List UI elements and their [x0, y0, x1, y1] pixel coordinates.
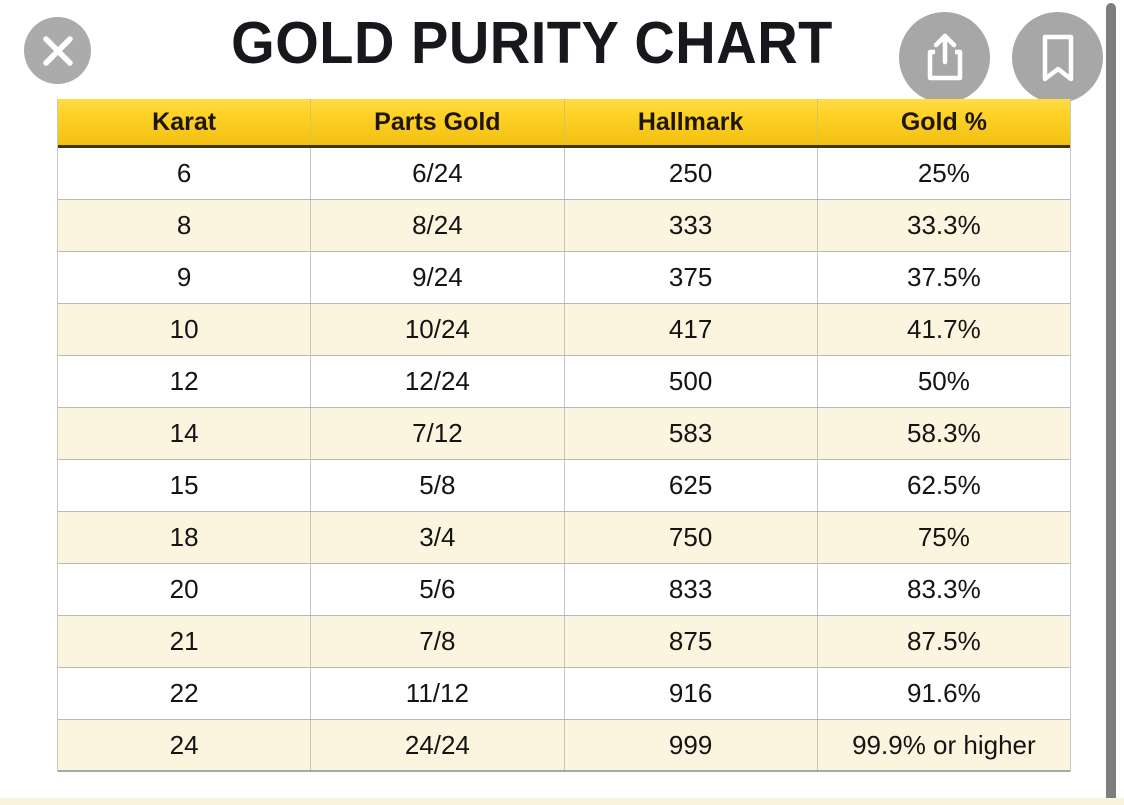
table-cell: 375 [565, 252, 818, 303]
table-cell: 21 [58, 616, 312, 667]
table-cell: 6 [58, 148, 312, 199]
table-cell: 7/8 [311, 616, 565, 667]
table-row: 24 24/24 999 99.9% or higher [58, 720, 1070, 772]
table-cell: 833 [565, 564, 818, 615]
table-cell: 14 [58, 408, 312, 459]
table-cell: 8/24 [311, 200, 565, 251]
table-row: 22 11/12 916 91.6% [58, 668, 1070, 720]
table-cell: 41.7% [907, 314, 981, 344]
table-cell: 99.9% or higher [852, 729, 1036, 760]
table-row: 14 7/12 583 58.3% [58, 408, 1070, 460]
table-row: 6 6/24 250 25% [58, 148, 1070, 200]
table-cell: 7/12 [311, 408, 565, 459]
column-header-parts-gold: Parts Gold [311, 99, 565, 145]
table-cell: 50% [917, 366, 970, 396]
table-cell: 37.5% [907, 262, 981, 292]
table-cell: 11/12 [311, 668, 565, 719]
table-row: 9 9/24 375 37.5% [58, 252, 1070, 304]
table-cell: 250 [565, 148, 818, 199]
table-cell: 333 [565, 200, 818, 251]
table-header-row: Karat Parts Gold Hallmark Gold % [58, 99, 1070, 148]
bookmark-icon [1038, 33, 1078, 83]
table-cell: 9 [58, 252, 312, 303]
table-row: 15 5/8 625 62.5% [58, 460, 1070, 512]
table-cell: 999 [565, 720, 818, 770]
table-cell: 8 [58, 200, 312, 251]
share-button[interactable] [899, 12, 990, 103]
gold-purity-table: Karat Parts Gold Hallmark Gold % 6 6/24 25… [57, 99, 1071, 772]
table-cell: 12/24 [311, 356, 565, 407]
table-cell: 33.3% [907, 210, 981, 240]
table-cell: 22 [58, 668, 312, 719]
table-cell: 5/6 [311, 564, 565, 615]
bookmark-button[interactable] [1012, 12, 1103, 103]
page-title: GOLD PURITY CHART [231, 9, 833, 76]
table-row: 18 3/4 750 75% [58, 512, 1070, 564]
table-cell: 10 [58, 304, 312, 355]
close-icon [40, 33, 76, 69]
table-row: 20 5/6 833 83.3% [58, 564, 1070, 616]
table-cell: 916 [565, 668, 818, 719]
table-cell: 3/4 [311, 512, 565, 563]
table-cell: 875 [565, 616, 818, 667]
table-cell: 500 [565, 356, 818, 407]
table-cell: 62.5% [907, 470, 981, 500]
table-cell: 20 [58, 564, 312, 615]
table-cell: 12 [58, 356, 312, 407]
table-row: 12 12/24 500 50% [58, 356, 1070, 408]
table-cell: 750 [565, 512, 818, 563]
table-cell: 24 [58, 720, 312, 770]
table-cell: 18 [58, 512, 312, 563]
table-row: 21 7/8 875 87.5% [58, 616, 1070, 668]
table-cell: 75% [917, 522, 970, 552]
column-header-hallmark: Hallmark [565, 99, 818, 145]
table-cell: 24/24 [311, 720, 565, 770]
table-row: 8 8/24 333 33.3% [58, 200, 1070, 252]
table-cell: 417 [565, 304, 818, 355]
table-cell: 83.3% [907, 574, 981, 604]
scrollbar[interactable] [1106, 3, 1116, 805]
table-cell: 5/8 [311, 460, 565, 511]
table-cell: 91.6% [907, 678, 981, 708]
column-header-karat: Karat [58, 99, 312, 145]
table-cell: 15 [58, 460, 312, 511]
close-button[interactable] [24, 17, 91, 84]
bottom-edge-strip [0, 798, 1124, 805]
table-cell: 625 [565, 460, 818, 511]
table-cell: 6/24 [311, 148, 565, 199]
table-cell: 9/24 [311, 252, 565, 303]
table-cell: 10/24 [311, 304, 565, 355]
share-icon [921, 32, 969, 84]
table-cell: 58.3% [907, 418, 981, 448]
table-row: 10 10/24 417 41.7% [58, 304, 1070, 356]
table-cell: 25% [917, 158, 970, 188]
table-cell: 583 [565, 408, 818, 459]
column-header-gold-pct: Gold % [900, 107, 987, 136]
table-body: 6 6/24 250 25% 8 8/24 333 33.3% 9 9/24 375 37.5% 10 1… [58, 148, 1070, 772]
table-cell: 87.5% [907, 626, 981, 656]
